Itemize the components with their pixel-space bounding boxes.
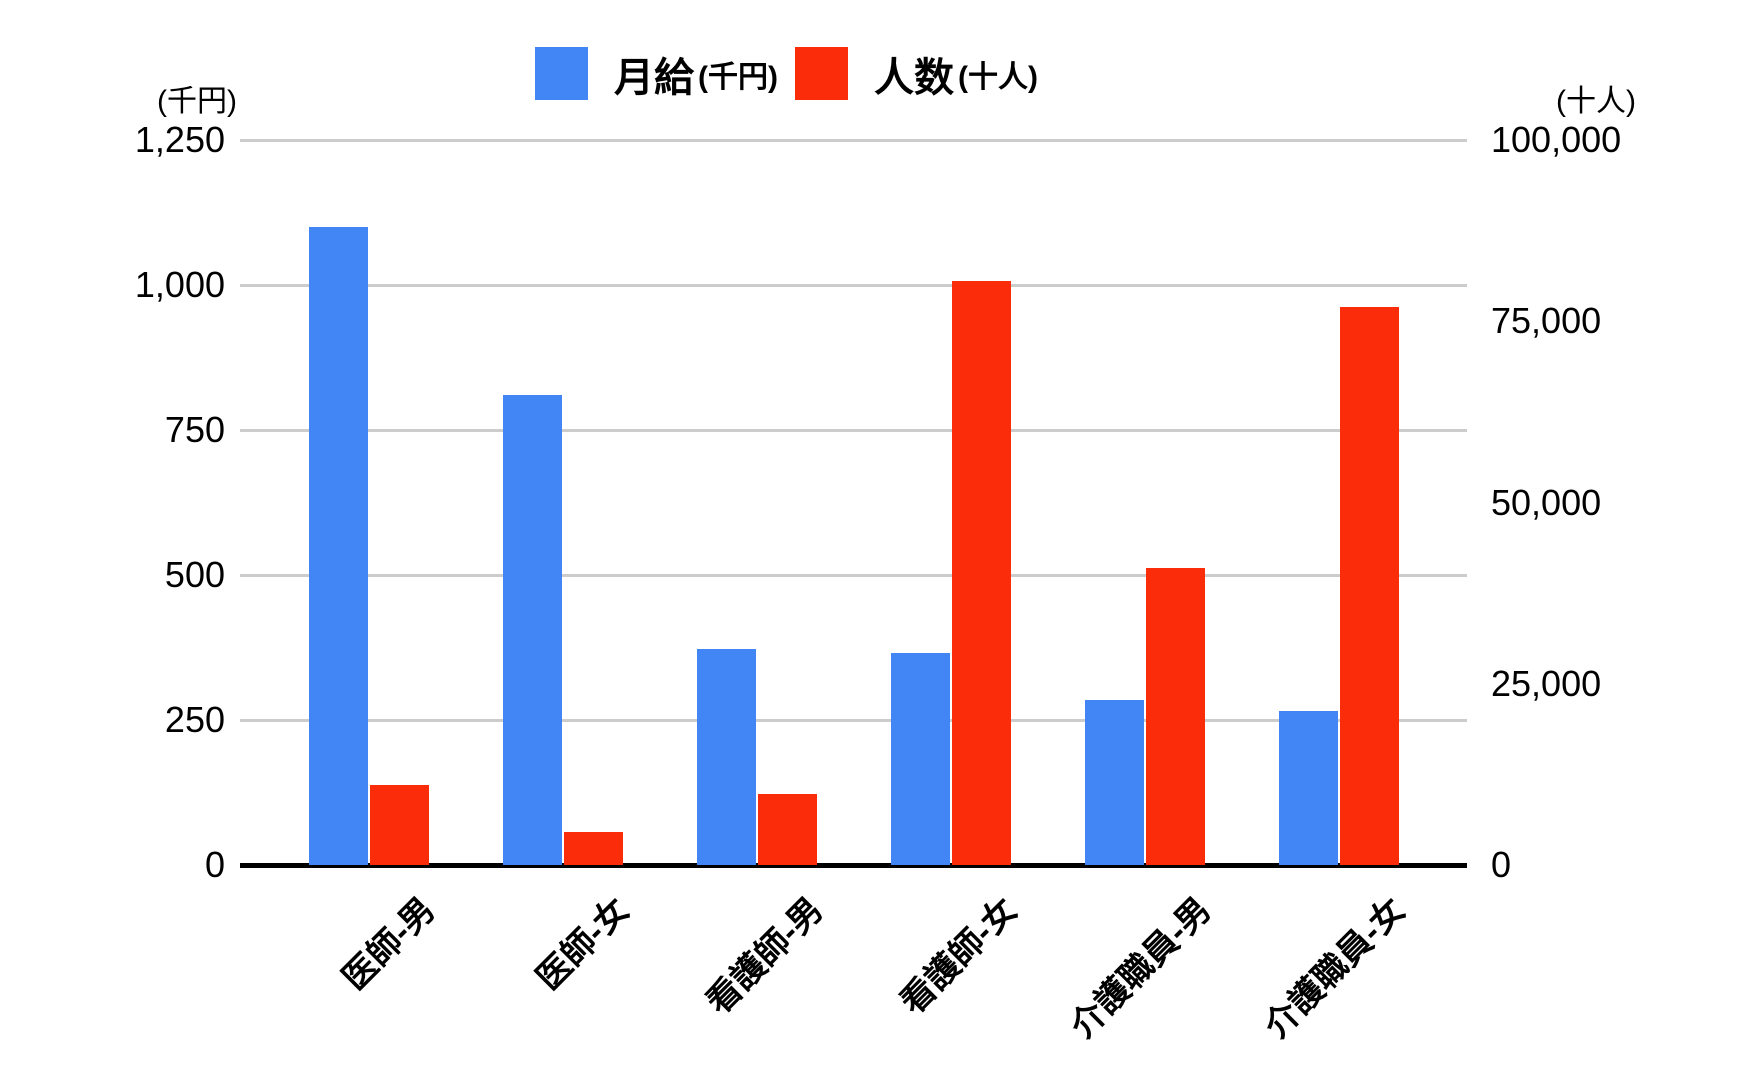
legend-item-salary: 月給 (千円): [535, 47, 778, 100]
bar: [697, 649, 756, 865]
right-tick-label: 25,000: [1491, 662, 1602, 704]
bar: [952, 281, 1011, 865]
left-tick-label: 0: [204, 844, 225, 885]
bar: [1340, 306, 1399, 865]
right-tick-label: 0: [1491, 844, 1512, 885]
bar: [758, 793, 817, 865]
gridline: [240, 138, 1467, 142]
left-tick-label: 1,000: [134, 264, 225, 305]
bar: [370, 785, 429, 865]
left-tick-label: 500: [164, 554, 225, 595]
legend-swatch-salary: [535, 47, 588, 100]
gridline: [240, 428, 1467, 432]
left-tick-label: 1,250: [134, 119, 225, 160]
bar: [309, 227, 368, 865]
right-tick-label: 75,000: [1491, 300, 1602, 342]
left-tick-label: 750: [164, 409, 225, 450]
bar: [1146, 567, 1205, 865]
legend-unit-salary: (千円): [698, 60, 778, 94]
gridline: [240, 283, 1467, 287]
x-axis-line: [240, 863, 1467, 868]
right-axis-unit: (十人): [1556, 85, 1636, 118]
right-tick-label: 50,000: [1491, 481, 1602, 523]
gridline: [240, 718, 1467, 722]
gridline: [240, 573, 1467, 577]
bar: [503, 395, 562, 865]
bar: [1279, 711, 1338, 865]
right-tick-label: 100,000: [1491, 119, 1622, 160]
left-tick-label: 250: [164, 699, 225, 740]
bar: [1085, 699, 1144, 865]
bar: [891, 653, 950, 865]
legend-label-salary: 月給: [614, 55, 694, 100]
legend-swatch-headcount: [795, 47, 848, 100]
bar: [564, 832, 623, 865]
legend-unit-headcount: (十人): [958, 60, 1038, 94]
legend-label-headcount: 人数: [874, 55, 954, 100]
left-axis-unit: (千円): [157, 85, 237, 118]
category-label: 医師-男: [335, 890, 443, 998]
legend-item-headcount: 人数 (十人): [795, 47, 1038, 100]
